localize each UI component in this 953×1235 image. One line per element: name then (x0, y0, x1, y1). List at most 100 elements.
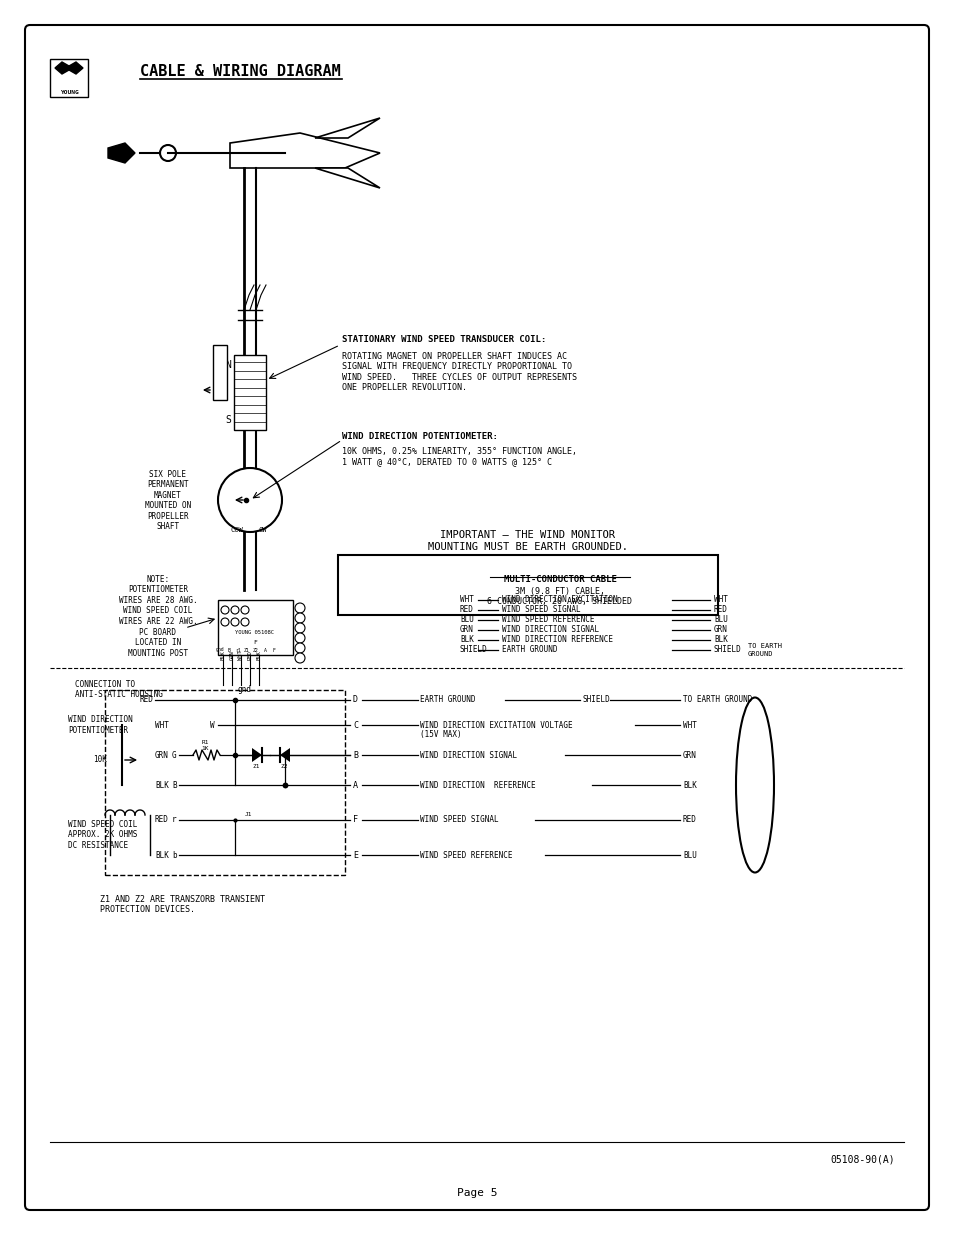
Text: b: b (172, 851, 176, 860)
Text: RED: RED (459, 605, 474, 615)
Bar (213, 345, 227, 400)
Text: SIX POLE
PERMANENT
MAGNET
MOUNTED ON
PROPELLER
SHAFT: SIX POLE PERMANENT MAGNET MOUNTED ON PRO… (145, 471, 191, 531)
Text: WIND DIRECTION SIGNAL: WIND DIRECTION SIGNAL (501, 625, 598, 635)
Bar (218, 600, 293, 655)
Text: BLK: BLK (154, 851, 169, 860)
Circle shape (241, 606, 249, 614)
Circle shape (231, 606, 239, 614)
Text: J1: J1 (245, 811, 253, 816)
Circle shape (294, 622, 305, 634)
Text: r1: r1 (234, 647, 240, 652)
Circle shape (221, 618, 229, 626)
Text: Z2: Z2 (280, 764, 288, 769)
Text: WIND DIRECTION
POTENTIOMETER: WIND DIRECTION POTENTIOMETER (68, 715, 132, 735)
Text: GRN: GRN (154, 751, 169, 760)
Text: RED: RED (682, 815, 696, 825)
Polygon shape (252, 748, 262, 762)
Text: BLK: BLK (220, 651, 225, 659)
Bar (233, 354, 266, 430)
Text: WHT: WHT (154, 720, 169, 730)
Text: Z1: Z1 (244, 647, 250, 652)
Text: RED: RED (713, 605, 727, 615)
Text: RED: RED (154, 815, 169, 825)
Text: WHT: WHT (459, 595, 474, 604)
Text: WIND DIRECTION EXCITATION VOLTAGE: WIND DIRECTION EXCITATION VOLTAGE (419, 720, 572, 730)
Text: WIND SPEED REFERENCE: WIND SPEED REFERENCE (419, 851, 512, 860)
Text: STATIONARY WIND SPEED TRANSDUCER COIL:: STATIONARY WIND SPEED TRANSDUCER COIL: (341, 335, 546, 345)
Text: WIND SPEED SIGNAL: WIND SPEED SIGNAL (501, 605, 580, 615)
Polygon shape (55, 62, 83, 74)
Text: Z1: Z1 (252, 764, 259, 769)
Circle shape (160, 144, 175, 161)
Text: CABLE & WIRING DIAGRAM: CABLE & WIRING DIAGRAM (140, 64, 340, 79)
Text: BLK: BLK (154, 781, 169, 789)
Polygon shape (280, 748, 290, 762)
Text: 05108-90(A): 05108-90(A) (829, 1155, 894, 1165)
Circle shape (218, 468, 282, 532)
Text: N: N (225, 359, 231, 370)
Circle shape (231, 618, 239, 626)
Text: EARTH GROUND: EARTH GROUND (419, 695, 475, 704)
Circle shape (241, 618, 249, 626)
Polygon shape (108, 143, 135, 163)
Text: R1: R1 (201, 741, 209, 746)
Text: WIND SPEED SIGNAL: WIND SPEED SIGNAL (419, 815, 498, 825)
Text: D: D (353, 695, 357, 704)
Text: W: W (210, 720, 214, 730)
Text: SHIELD: SHIELD (582, 695, 610, 704)
Text: WIND DIRECTION POTENTIOMETER:: WIND DIRECTION POTENTIOMETER: (341, 432, 497, 441)
Text: SHIELD: SHIELD (713, 646, 741, 655)
Text: CONNECTION TO
ANTI-STATIC HOUSING: CONNECTION TO ANTI-STATIC HOUSING (75, 680, 163, 699)
Polygon shape (230, 133, 379, 168)
Text: A: A (353, 781, 357, 789)
Text: TO EARTH GROUND: TO EARTH GROUND (682, 695, 752, 704)
Text: Z1 AND Z2 ARE TRANSZORB TRANSIENT
PROTECTION DEVICES.: Z1 AND Z2 ARE TRANSZORB TRANSIENT PROTEC… (100, 895, 265, 914)
Text: MULTI-CONDUCTOR CABLE: MULTI-CONDUCTOR CABLE (503, 576, 616, 584)
Bar (50, 59, 88, 98)
Text: 10K: 10K (93, 756, 107, 764)
Circle shape (294, 634, 305, 643)
Text: r: r (172, 815, 176, 825)
Text: B: B (228, 647, 231, 652)
Text: (15V MAX): (15V MAX) (419, 730, 461, 740)
Text: Page 5: Page 5 (456, 1188, 497, 1198)
Text: IMPORTANT – THE WIND MONITOR
MOUNTING MUST BE EARTH GROUNDED.: IMPORTANT – THE WIND MONITOR MOUNTING MU… (428, 530, 627, 552)
Text: gnd: gnd (215, 647, 224, 652)
Text: WIND SPEED REFERENCE: WIND SPEED REFERENCE (501, 615, 594, 625)
Text: EARTH GROUND: EARTH GROUND (501, 646, 557, 655)
Text: BLK: BLK (459, 636, 474, 645)
Text: C: C (353, 720, 357, 730)
Circle shape (294, 643, 305, 653)
Text: GRN: GRN (459, 625, 474, 635)
Text: G: G (172, 751, 176, 760)
Text: WIND DIRECTION EXCITATION: WIND DIRECTION EXCITATION (501, 595, 617, 604)
Text: BLK: BLK (682, 781, 696, 789)
Text: GRN: GRN (682, 751, 696, 760)
Text: A: A (263, 647, 266, 652)
Text: F: F (353, 815, 357, 825)
Text: S: S (225, 415, 231, 425)
Text: BLU: BLU (682, 851, 696, 860)
Text: WIND SPEED COIL
APPROX. 2K OHMS
DC RESISTANCE: WIND SPEED COIL APPROX. 2K OHMS DC RESIS… (68, 820, 137, 850)
Text: ROTATING MAGNET ON PROPELLER SHAFT INDUCES AC
SIGNAL WITH FREQUENCY DIRECTLY PRO: ROTATING MAGNET ON PROPELLER SHAFT INDUC… (341, 352, 577, 393)
Ellipse shape (735, 698, 773, 872)
Text: CW: CW (258, 527, 267, 534)
Text: B: B (353, 751, 357, 760)
Text: TO EARTH
GROUND: TO EARTH GROUND (747, 643, 781, 657)
Text: WHT: WHT (682, 720, 696, 730)
Text: WHT: WHT (238, 651, 243, 659)
Circle shape (294, 603, 305, 613)
Text: E: E (353, 851, 357, 860)
FancyBboxPatch shape (25, 25, 928, 1210)
Text: F: F (273, 647, 275, 652)
Circle shape (221, 606, 229, 614)
Text: WHT: WHT (713, 595, 727, 604)
Text: YOUNG: YOUNG (59, 89, 78, 95)
Text: B: B (172, 781, 176, 789)
Text: PC BOARD
LOCATED IN
MOUNTING POST: PC BOARD LOCATED IN MOUNTING POST (128, 629, 188, 658)
Text: RED: RED (247, 651, 253, 659)
Polygon shape (314, 119, 379, 138)
Text: WIND DIRECTION SIGNAL: WIND DIRECTION SIGNAL (419, 751, 517, 760)
Text: F: F (253, 641, 256, 646)
Text: CCW: CCW (231, 527, 243, 534)
